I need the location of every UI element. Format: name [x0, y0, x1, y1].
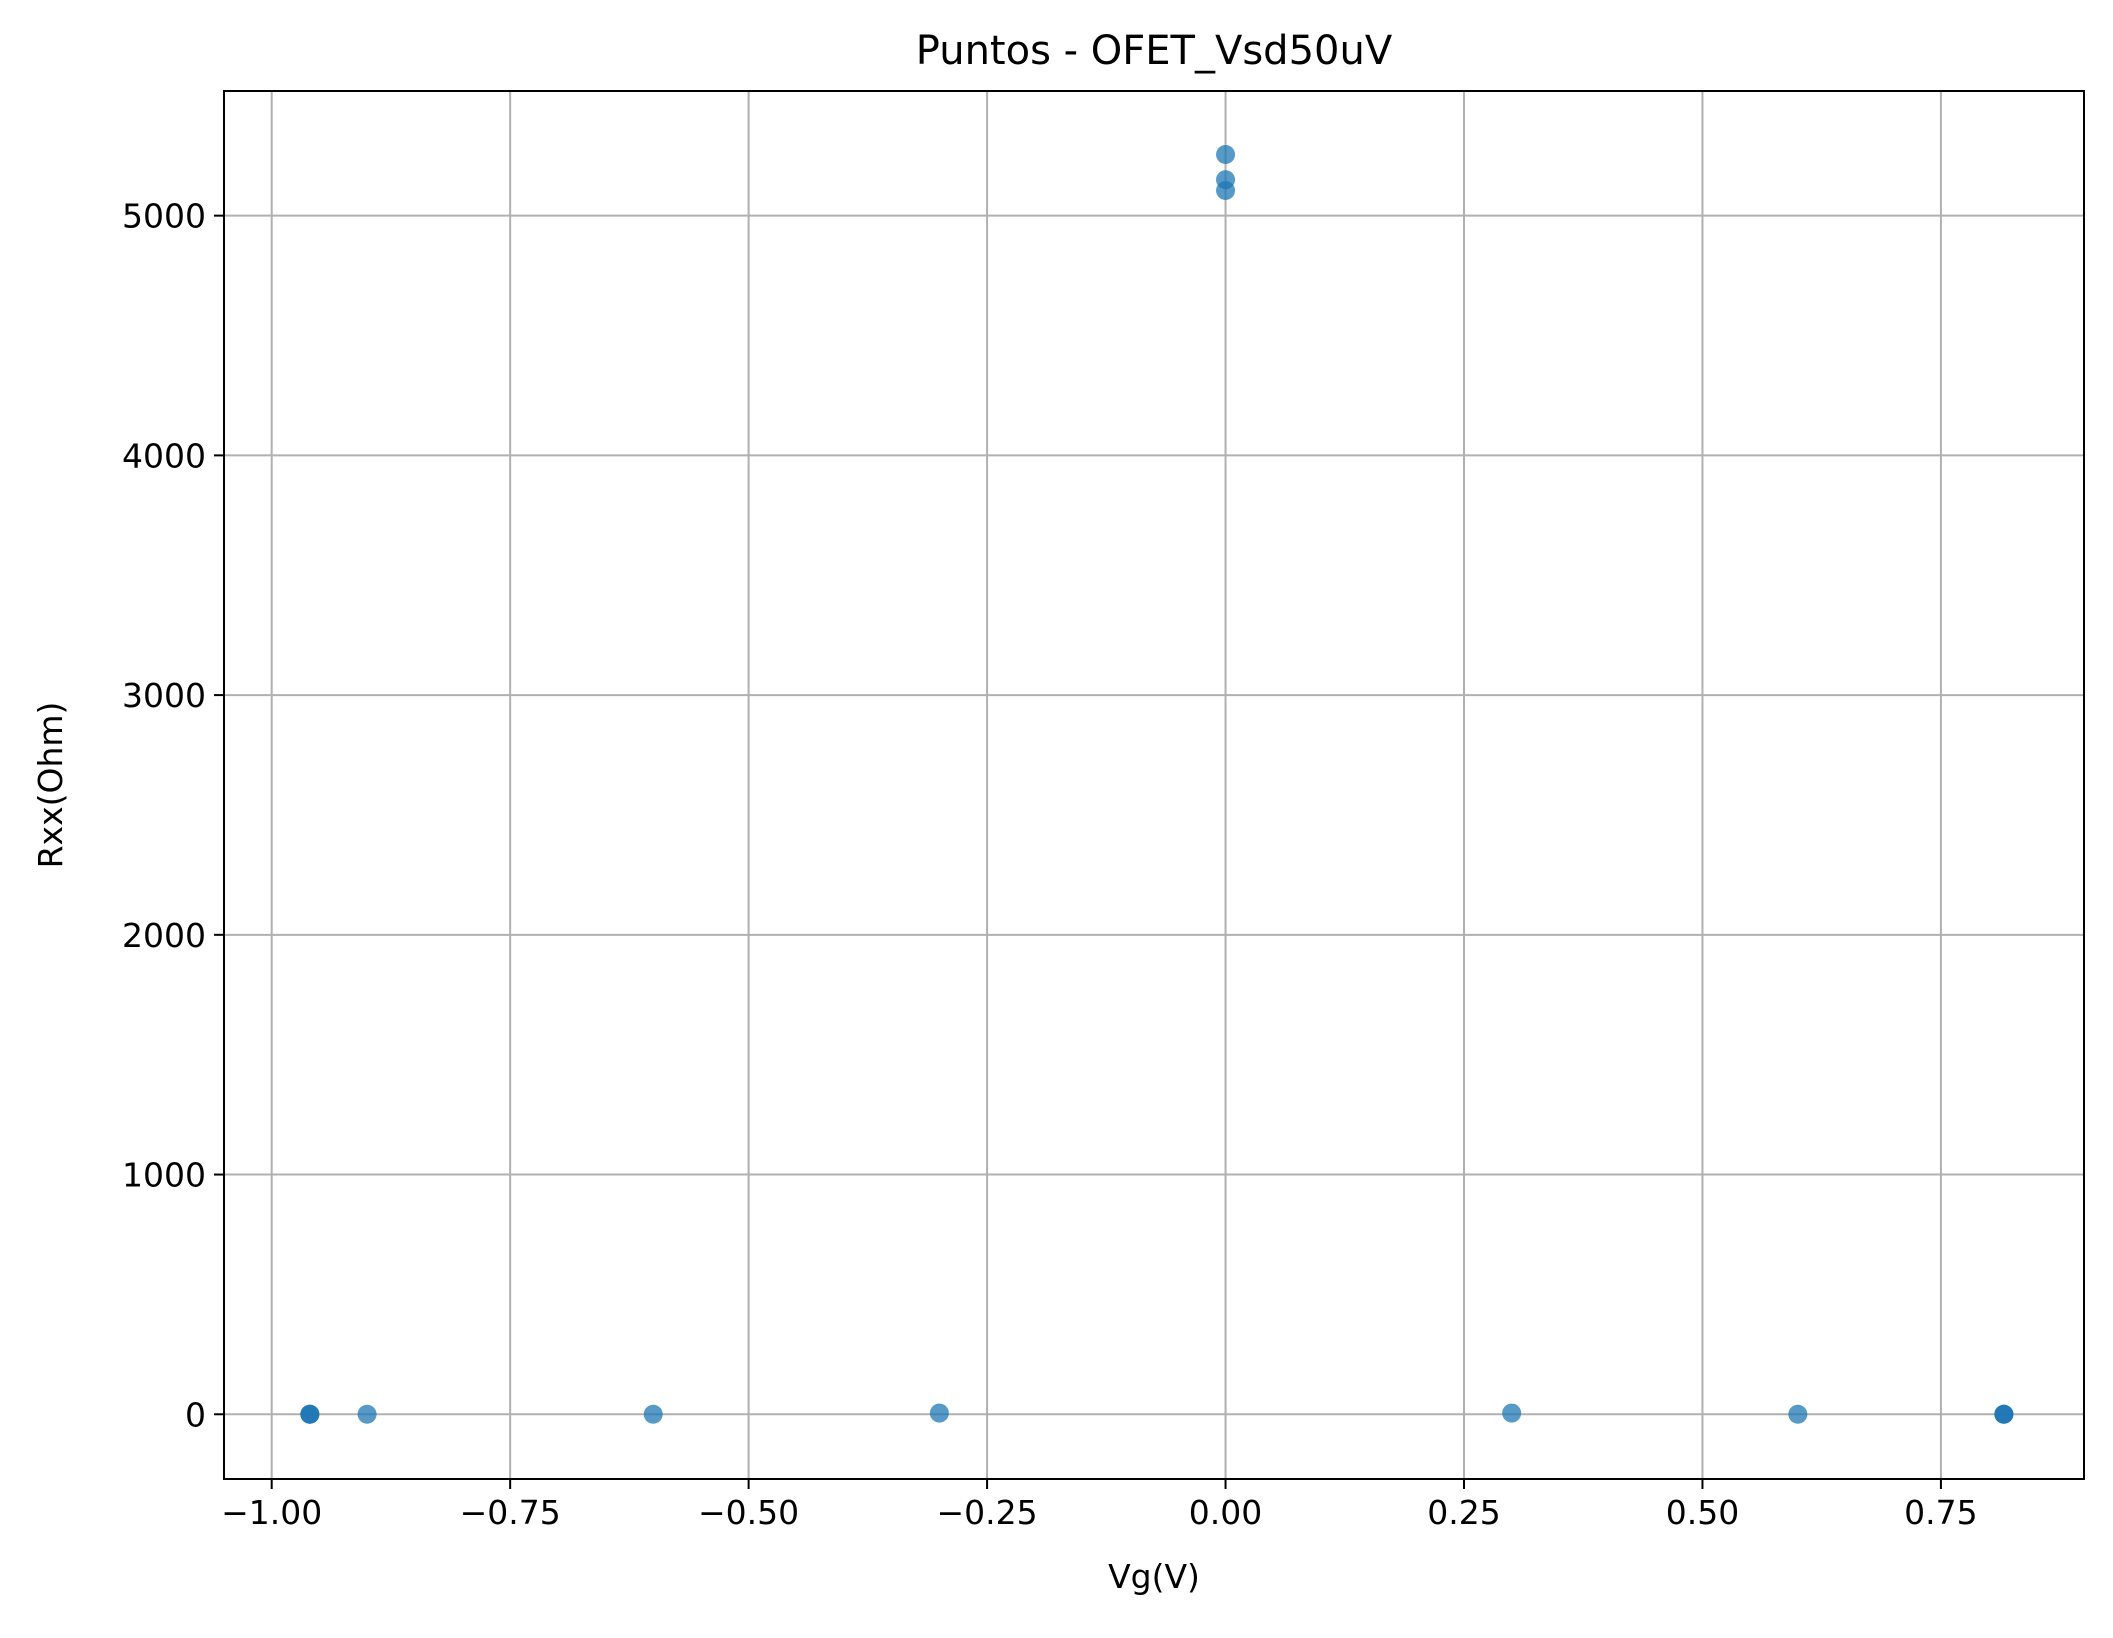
x-axis-label: Vg(V) — [1108, 1557, 1200, 1596]
data-point — [1502, 1403, 1522, 1423]
data-point — [357, 1404, 377, 1424]
x-tick-label: −0.25 — [937, 1493, 1038, 1532]
grid-lines — [224, 91, 2084, 1479]
data-point — [1216, 145, 1236, 165]
plot-frame — [223, 90, 2085, 1480]
y-tick-label: 1000 — [122, 1156, 206, 1195]
chart-title: Puntos - OFET_Vsd50uV — [916, 28, 1393, 74]
y-tick-label: 5000 — [122, 197, 206, 236]
x-tick-label: 0.25 — [1427, 1493, 1500, 1532]
x-tick-label: −1.00 — [221, 1493, 322, 1532]
x-tick-label: 0.50 — [1666, 1493, 1739, 1532]
y-tick-label: 3000 — [122, 676, 206, 715]
axis-ticks: −1.00 −0.75 −0.50 −0.25 0.00 0.25 0.50 0.75 0 100… — [122, 197, 1978, 1532]
data-point — [300, 1404, 320, 1424]
data-point — [1788, 1404, 1808, 1424]
data-point — [929, 1403, 949, 1423]
x-tick-label: 0.75 — [1904, 1493, 1977, 1532]
x-tick-label: −0.75 — [460, 1493, 561, 1532]
data-points — [300, 145, 2014, 1424]
data-point — [1994, 1404, 2014, 1424]
data-point — [643, 1404, 663, 1424]
y-tick-label: 2000 — [122, 916, 206, 955]
y-axis-label: Rxx(Ohm) — [31, 702, 70, 869]
data-point — [1216, 180, 1236, 200]
x-tick-label: −0.50 — [698, 1493, 799, 1532]
y-tick-label: 4000 — [122, 436, 206, 475]
y-tick-label: 0 — [185, 1395, 206, 1434]
x-tick-label: 0.00 — [1189, 1493, 1262, 1532]
